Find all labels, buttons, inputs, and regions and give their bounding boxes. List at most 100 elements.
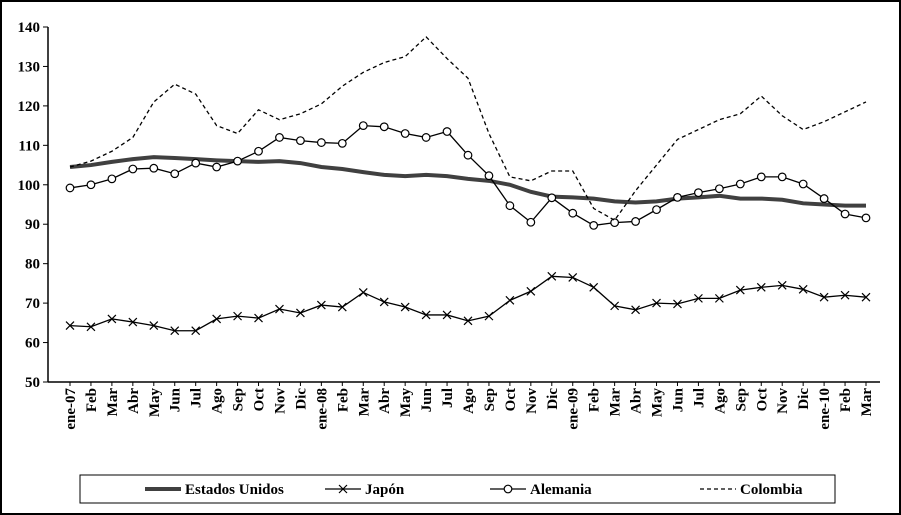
y-tick-label: 90 — [25, 217, 40, 233]
x-tick-label: ene-09 — [566, 388, 582, 430]
marker — [568, 208, 578, 218]
y-tick-label: 140 — [18, 20, 41, 36]
marker — [275, 133, 284, 142]
series-line — [69, 155, 866, 208]
x-tick-label: Nov — [272, 388, 288, 414]
marker — [254, 146, 263, 156]
marker — [337, 302, 347, 312]
x-tick-label: Feb — [335, 388, 351, 412]
x-tick-label: May — [147, 388, 163, 418]
y-tick-label: 70 — [25, 296, 40, 312]
legend-marker — [338, 484, 348, 494]
x-tick-label: Oct — [754, 388, 770, 411]
x-tick-label: Jul — [189, 388, 205, 408]
x-tick-label: Jul — [440, 388, 456, 408]
marker — [819, 194, 829, 203]
marker — [693, 293, 703, 303]
marker — [463, 316, 473, 326]
x-tick-label: Mar — [608, 388, 624, 417]
legend-label: Alemania — [530, 482, 592, 498]
marker — [421, 310, 431, 320]
y-tick-label: 110 — [18, 138, 40, 154]
y-tick-label: 80 — [25, 257, 40, 273]
x-tick-label: Mar — [105, 388, 121, 417]
marker — [819, 292, 829, 302]
x-tick-label: Abr — [126, 388, 142, 414]
marker — [379, 122, 389, 132]
x-tick-label: ene-10 — [817, 388, 833, 430]
x-tick-label: Ago — [461, 388, 477, 414]
marker — [610, 301, 620, 311]
legend-label: Japón — [365, 482, 405, 498]
legend-label: Estados Unidos — [185, 482, 284, 498]
x-tick-label: Dic — [796, 388, 812, 410]
marker — [442, 127, 452, 136]
marker — [212, 314, 222, 324]
marker — [714, 293, 724, 303]
marker — [65, 183, 75, 193]
x-tick-label: Jun — [168, 387, 184, 412]
marker — [191, 326, 201, 336]
marker — [840, 290, 850, 300]
x-tick-label: Ago — [712, 388, 728, 414]
marker — [694, 188, 703, 198]
marker — [65, 321, 75, 331]
marker — [714, 184, 724, 194]
x-tick-label: Feb — [84, 388, 100, 412]
marker — [316, 300, 326, 310]
marker — [547, 271, 557, 281]
marker — [379, 297, 389, 307]
x-tick-label: Abr — [377, 388, 393, 414]
marker — [631, 305, 641, 315]
x-tick-label: Sep — [482, 388, 498, 411]
marker — [861, 213, 871, 223]
x-tick-label: Dic — [293, 388, 309, 410]
marker — [589, 282, 599, 292]
marker — [735, 179, 745, 189]
marker — [610, 218, 620, 228]
marker — [149, 163, 159, 173]
marker — [673, 192, 682, 202]
x-tick-label: Oct — [252, 388, 268, 411]
marker — [505, 295, 515, 305]
marker — [170, 326, 180, 336]
marker — [170, 169, 180, 179]
marker — [861, 292, 871, 302]
marker — [295, 308, 305, 318]
marker — [107, 314, 117, 324]
marker — [254, 313, 263, 323]
x-tick-label: Ago — [210, 388, 226, 414]
x-tick-label: Jun — [670, 387, 686, 412]
x-tick-label: Feb — [587, 388, 603, 412]
marker — [128, 164, 138, 174]
x-tick-label: Feb — [838, 388, 854, 412]
marker — [86, 180, 96, 190]
x-tick-label: May — [398, 388, 414, 418]
x-tick-label: Sep — [231, 388, 247, 411]
marker — [798, 179, 808, 189]
marker — [316, 138, 326, 147]
marker — [547, 193, 557, 203]
marker — [400, 302, 410, 312]
y-tick-label: 50 — [25, 375, 40, 391]
marker — [233, 156, 242, 166]
x-tick-label: Oct — [503, 388, 519, 411]
marker — [358, 121, 368, 131]
marker — [484, 171, 494, 181]
marker — [149, 321, 159, 331]
marker — [652, 298, 661, 308]
marker — [400, 129, 410, 138]
marker — [191, 158, 201, 168]
marker — [840, 209, 850, 219]
x-tick-label: Jun — [419, 387, 435, 412]
marker — [337, 138, 347, 148]
y-tick-label: 130 — [18, 59, 41, 75]
legend-label: Colombia — [740, 482, 803, 498]
marker — [756, 282, 766, 292]
marker — [86, 322, 96, 332]
y-tick-label: 120 — [18, 99, 41, 115]
x-tick-label: ene-08 — [314, 388, 330, 430]
x-tick-label: Dic — [545, 388, 561, 410]
